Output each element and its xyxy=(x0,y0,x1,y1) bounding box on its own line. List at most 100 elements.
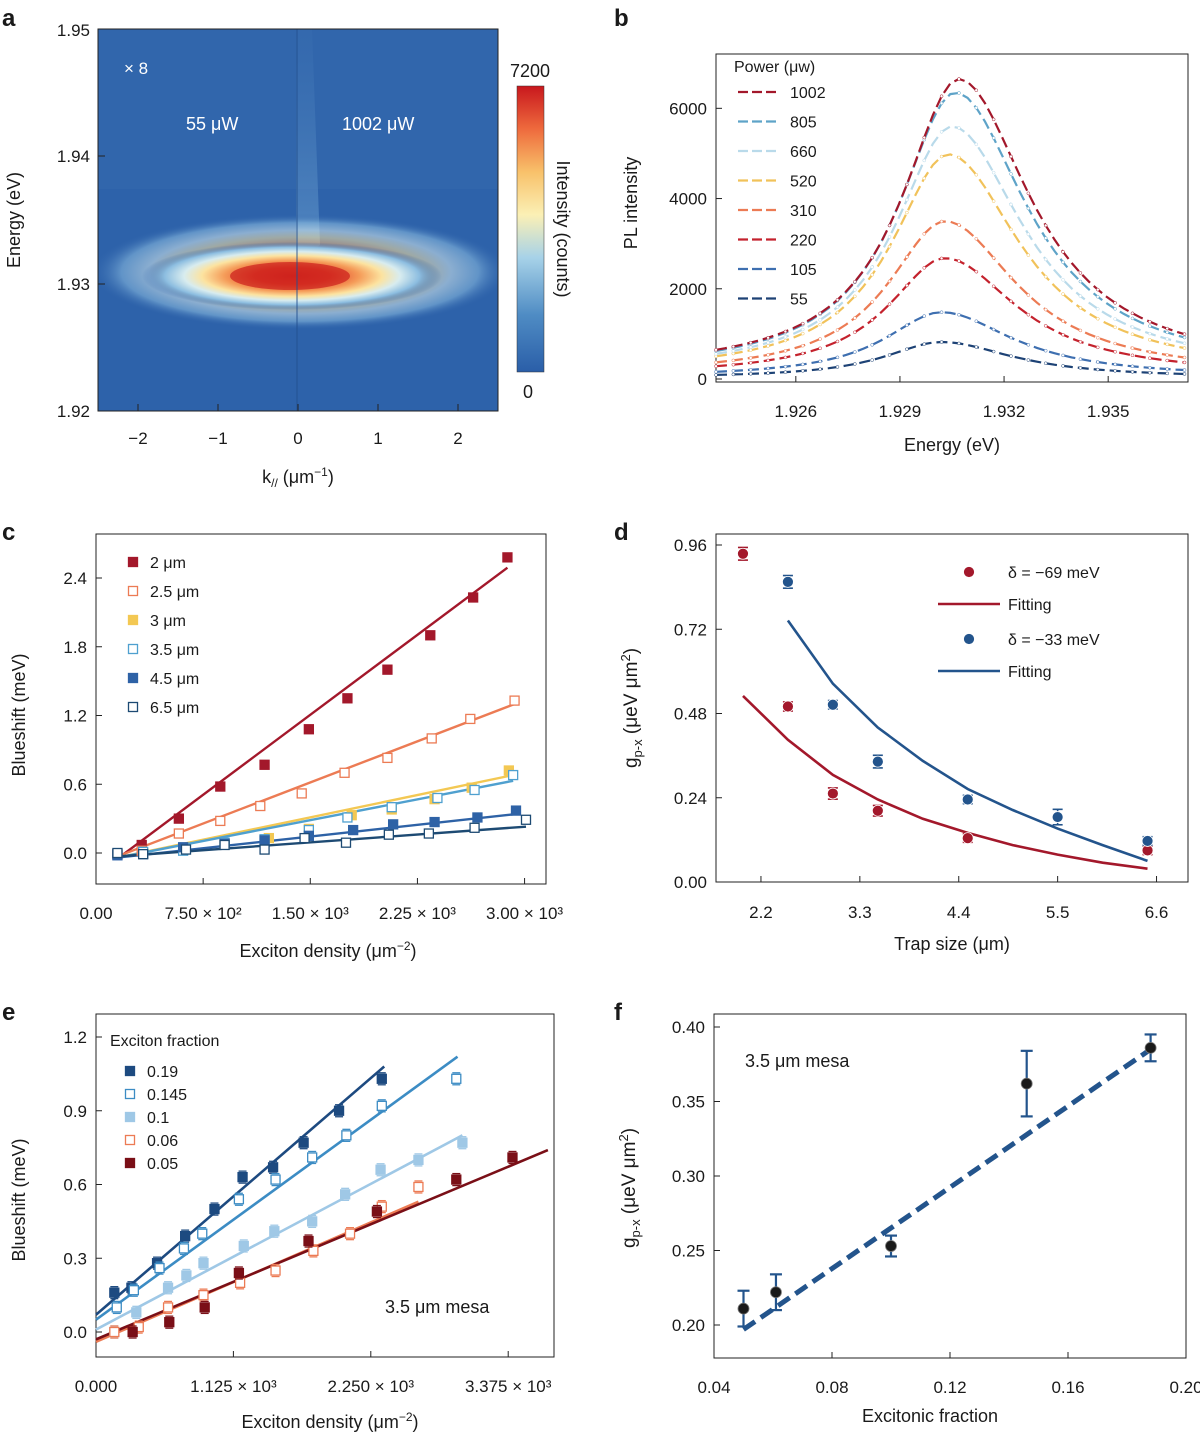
spectrum-point xyxy=(1061,260,1065,265)
spectrum-point xyxy=(1113,317,1117,321)
spectrum-point xyxy=(714,352,718,356)
spectrum-point xyxy=(905,255,909,259)
spectrum-point xyxy=(1096,295,1100,299)
colorbar-max-label: 7200 xyxy=(510,61,550,81)
x-tick-label: 2 xyxy=(453,429,462,448)
spectrum-point xyxy=(991,256,996,260)
data-point xyxy=(382,752,393,764)
data-point xyxy=(383,829,395,840)
data-point xyxy=(154,1262,165,1274)
y-tick-label: 1.94 xyxy=(57,147,90,166)
spectrum-point xyxy=(1078,340,1083,344)
y-tick-label: 0.35 xyxy=(672,1093,705,1112)
spectrum-line xyxy=(715,257,1185,368)
spectrum-point xyxy=(1009,335,1013,340)
spectrum-point xyxy=(991,170,996,175)
spectrum-point xyxy=(801,351,805,356)
data-point xyxy=(376,1073,387,1084)
legend-label: 3.5 μm xyxy=(150,642,199,659)
spectrum-point xyxy=(853,280,857,284)
spectrum-point xyxy=(1026,191,1031,196)
data-point xyxy=(376,1100,387,1111)
x-tick-label: −1 xyxy=(208,429,227,448)
data-point xyxy=(340,1189,351,1200)
x-tick-label: 1 xyxy=(373,429,382,448)
data-point xyxy=(451,1073,462,1084)
data-point xyxy=(197,1228,208,1239)
spectrum-point xyxy=(1061,332,1065,337)
data-point xyxy=(520,814,532,825)
legend-label: 520 xyxy=(790,174,817,191)
spectrum-point xyxy=(835,310,840,315)
spectrum-point xyxy=(1078,328,1083,333)
data-point xyxy=(342,812,353,823)
spectrum-point xyxy=(1130,370,1135,374)
panel-d-coupling-vs-trap: δ = −69 meV Fitting δ = −33 meV Fitting 2.2… xyxy=(618,533,1189,954)
spectrum-point xyxy=(748,368,753,372)
legend-label: 1002 xyxy=(790,85,826,102)
spectrum-point xyxy=(1026,358,1031,362)
spectrum-point xyxy=(922,158,926,163)
heatmap-low-power-label: 55 μW xyxy=(186,114,238,134)
data-point xyxy=(826,787,839,800)
data-point xyxy=(255,800,266,812)
spectrum-point xyxy=(1165,326,1169,331)
spectrum-point xyxy=(783,349,788,353)
spectrum-point xyxy=(1009,202,1013,207)
data-point xyxy=(340,837,352,848)
spectrum-point xyxy=(1182,341,1187,346)
fit-line xyxy=(95,1055,459,1321)
panel-f-coupling-vs-fraction: 3.5 μm mesa 0.04 0.08 0.12 0.16 0.20 0.20 0.25… xyxy=(616,1013,1200,1426)
spectrum-point xyxy=(974,106,979,110)
data-point xyxy=(299,832,310,844)
spectrum-point xyxy=(1009,227,1013,232)
heatmap-hotspot xyxy=(230,262,350,290)
data-point xyxy=(127,672,139,684)
spectrum-point xyxy=(731,344,736,349)
x-tick-label: 1.932 xyxy=(983,402,1026,421)
spectrum-line xyxy=(715,311,1185,373)
spectrum-point xyxy=(766,335,770,340)
legend-label: Fitting xyxy=(1008,597,1052,614)
spectrum-point xyxy=(801,331,805,336)
spectrum-point xyxy=(731,369,736,373)
y-tick-label: 1.92 xyxy=(57,402,90,421)
legend-label: 0.145 xyxy=(147,1087,187,1104)
colorbar xyxy=(516,85,545,373)
data-point xyxy=(124,1157,136,1169)
data-point xyxy=(124,1065,136,1077)
y-tick-label: 0.00 xyxy=(674,873,707,892)
data-point xyxy=(472,812,483,823)
data-point xyxy=(465,713,476,725)
spectrum-point xyxy=(748,372,753,376)
spectrum-point xyxy=(1113,341,1117,346)
spectrum-point xyxy=(731,362,736,367)
x-tick-label: 1.929 xyxy=(879,402,922,421)
data-point xyxy=(770,1286,782,1299)
spectrum-point xyxy=(1043,257,1048,262)
y-tick-label: 1.95 xyxy=(57,21,90,40)
spectrum-point xyxy=(1078,271,1083,275)
spectrum-point xyxy=(853,316,857,320)
spectrum-point xyxy=(748,356,753,360)
x-tick-label: 2.250 × 10³ xyxy=(328,1377,415,1396)
y-tick-label: 0.24 xyxy=(674,789,707,808)
spectrum-point xyxy=(870,265,874,269)
spectrum-point xyxy=(1130,316,1135,321)
x-tick-label: 0 xyxy=(293,429,302,448)
heatmap-high-power-label: 1002 μW xyxy=(342,114,414,134)
data-point xyxy=(341,1130,352,1141)
legend-label: 4.5 μm xyxy=(150,671,199,688)
data-point xyxy=(180,844,192,855)
legend-label: δ = −69 meV xyxy=(1008,565,1100,582)
data-point xyxy=(423,828,435,839)
spectrum-point xyxy=(1113,301,1117,305)
spectrum-point xyxy=(1061,250,1065,254)
spectrum-point xyxy=(1165,367,1169,371)
y-tick-label: 0.96 xyxy=(674,536,707,555)
data-point xyxy=(124,1111,136,1123)
spectrum-point xyxy=(939,101,944,106)
spectrum-point xyxy=(1148,324,1152,328)
x-tick-label: 6.6 xyxy=(1145,903,1169,922)
spectrum-point xyxy=(1043,348,1048,353)
